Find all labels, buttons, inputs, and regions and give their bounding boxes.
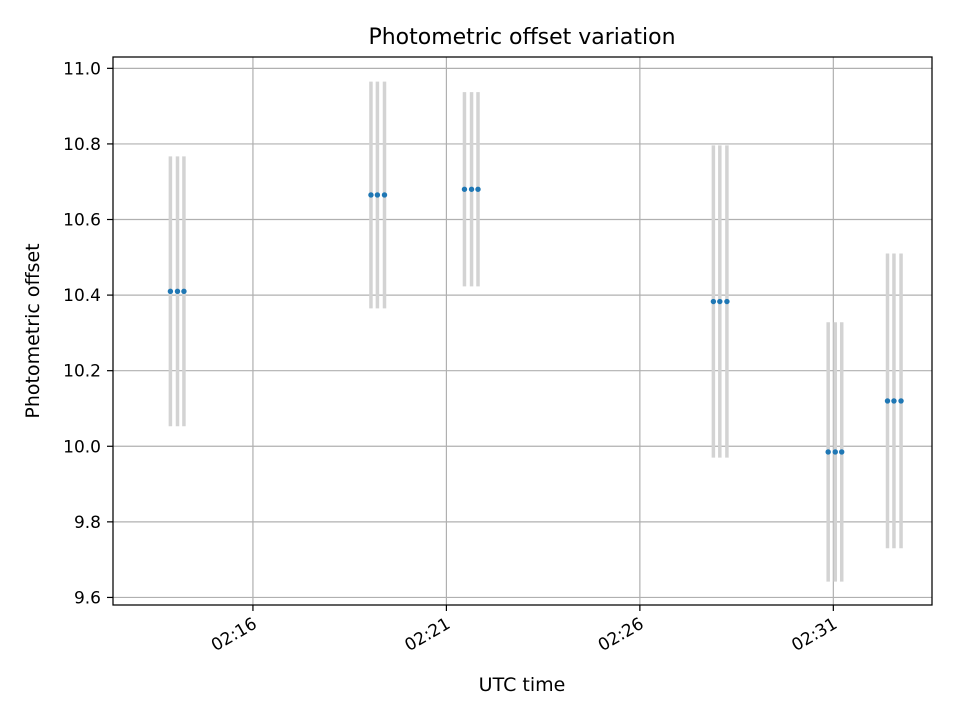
data-point (174, 288, 181, 295)
y-tick-label: 10.8 (63, 135, 101, 155)
y-tick-label: 10.2 (63, 362, 101, 382)
x-axis: 02:16 02:21 02:26 02:31 (208, 605, 841, 656)
data-point (717, 298, 723, 305)
data-point (825, 449, 831, 455)
data-point (898, 398, 904, 404)
data-point (181, 288, 187, 295)
y-tick-label: 9.6 (74, 588, 101, 608)
data-point (839, 449, 845, 455)
x-axis-label: UTC time (479, 674, 566, 696)
x-tick-label: 02:16 (208, 614, 260, 656)
data-point (374, 192, 381, 198)
data-point (891, 398, 897, 404)
data-point (381, 192, 388, 198)
y-tick-label: 10.4 (63, 286, 101, 306)
data-point (884, 398, 891, 404)
data-point (468, 186, 475, 192)
data-points (167, 186, 904, 455)
plot-frame (112, 56, 933, 606)
data-point (461, 186, 468, 192)
data-point (832, 449, 838, 455)
y-tick-label: 10.0 (63, 437, 101, 457)
error-bars (168, 81, 903, 582)
data-point (724, 298, 730, 305)
data-point (368, 192, 374, 198)
y-axis: 9.6 9.8 10.0 10.2 10.4 10.6 10.8 11.0 (63, 59, 113, 608)
chart-title: Photometric offset variation (368, 25, 675, 50)
y-axis-label: Photometric offset (22, 243, 44, 418)
y-tick-label: 10.6 (63, 211, 101, 231)
data-point (167, 288, 174, 295)
y-tick-label: 11.0 (63, 59, 101, 79)
grid-lines (113, 57, 932, 605)
x-tick-label: 02:26 (595, 614, 647, 656)
x-tick-label: 02:31 (788, 614, 840, 656)
data-point (475, 186, 481, 192)
y-tick-label: 9.8 (74, 513, 101, 533)
x-tick-label: 02:21 (401, 614, 453, 656)
data-point (710, 298, 717, 305)
